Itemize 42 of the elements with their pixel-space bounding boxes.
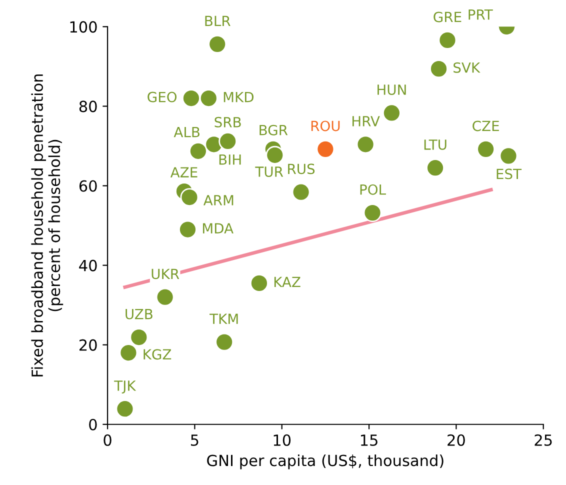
annotation: KAZ: [274, 276, 300, 288]
annotation: HUN: [378, 84, 406, 96]
x-tick-label: 0: [104, 434, 112, 446]
annotation: EST: [496, 168, 522, 180]
x-tick-label: 10: [274, 434, 291, 446]
x-axis-title: GNI per capita (US$, thousand): [207, 454, 444, 470]
y-tick-label: 60: [79, 180, 97, 192]
annotation: SRB: [214, 116, 241, 128]
y-tick-label: 40: [79, 260, 97, 272]
annotation: UZB: [126, 308, 152, 320]
y-tick-label: 0: [89, 418, 97, 430]
annotation: TUR: [255, 166, 284, 177]
annotation: BGR: [260, 124, 288, 136]
annotation: TJK: [114, 380, 136, 394]
annotation: RUS: [288, 164, 315, 174]
annotation: TKM: [210, 314, 238, 324]
annotation: BLR: [205, 16, 230, 26]
x-tick-label: 20: [448, 434, 465, 446]
annotation: PRT: [468, 9, 493, 20]
annotation: ROU: [311, 120, 340, 132]
y-tick-label: 80: [79, 100, 97, 112]
annotation: UKR: [152, 268, 180, 280]
annotation: MDA: [202, 223, 234, 234]
annotation: GRE: [434, 12, 462, 22]
annotation: CZE: [472, 120, 499, 132]
y-axis-title: Fixed broadband household penetration (percent of household): [31, 74, 64, 376]
x-tick-label: 15: [360, 434, 378, 446]
y-tick-label: 100: [70, 21, 97, 33]
annotation: LTU: [424, 140, 446, 150]
annotation: MKD: [224, 92, 254, 102]
y-tick-label: 20: [79, 339, 97, 351]
annotation: BIH: [219, 154, 241, 165]
annotation: KGZ: [144, 349, 172, 360]
annotation: GEO: [148, 92, 177, 102]
annotation: POL: [360, 184, 386, 195]
annotation: HRV: [352, 116, 380, 126]
annotation: SVK: [454, 62, 480, 73]
annotation: ALB: [174, 127, 200, 138]
x-tick-label: 5: [191, 434, 198, 446]
annotation: ARM: [203, 195, 234, 206]
annotation: AZE: [170, 167, 198, 178]
x-tick-label: 25: [534, 434, 552, 446]
